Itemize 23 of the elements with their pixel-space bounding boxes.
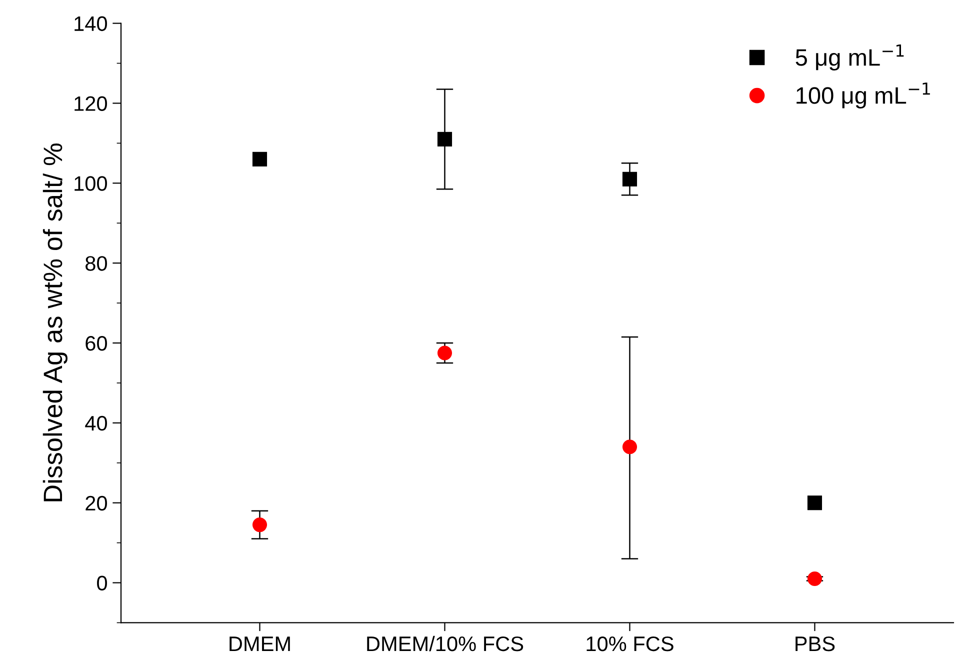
point bbox=[437, 346, 452, 360]
x-tick-label: DMEM/10% FCS bbox=[367, 636, 524, 652]
x-tick-label: 10% FCS bbox=[586, 636, 674, 652]
legend-label: 100 μg mL$^{−1}$ bbox=[796, 82, 930, 109]
y-tick-label: 80 bbox=[86, 256, 107, 271]
x-tick-label: PBS bbox=[796, 636, 835, 652]
point bbox=[807, 496, 822, 510]
point bbox=[252, 518, 268, 532]
point bbox=[622, 440, 638, 454]
y-tick-label: 0 bbox=[97, 576, 107, 591]
y-tick-label: 140 bbox=[74, 16, 107, 32]
y-tick-label: 20 bbox=[86, 496, 107, 511]
y-tick-label: 120 bbox=[74, 96, 107, 111]
y-tick-label: 100 bbox=[74, 176, 107, 191]
y-tick-label: 40 bbox=[85, 416, 107, 431]
legend-label: 5 μg mL$^{−1}$ bbox=[796, 44, 904, 71]
point bbox=[437, 132, 452, 146]
point bbox=[252, 152, 268, 166]
x-tick-label: DMEM bbox=[230, 636, 290, 651]
y-axis-title: Dissolved Ag as wt% of salt/ % bbox=[42, 144, 68, 502]
point bbox=[807, 571, 822, 586]
point bbox=[622, 172, 638, 186]
y-tick-label: 60 bbox=[86, 336, 107, 351]
